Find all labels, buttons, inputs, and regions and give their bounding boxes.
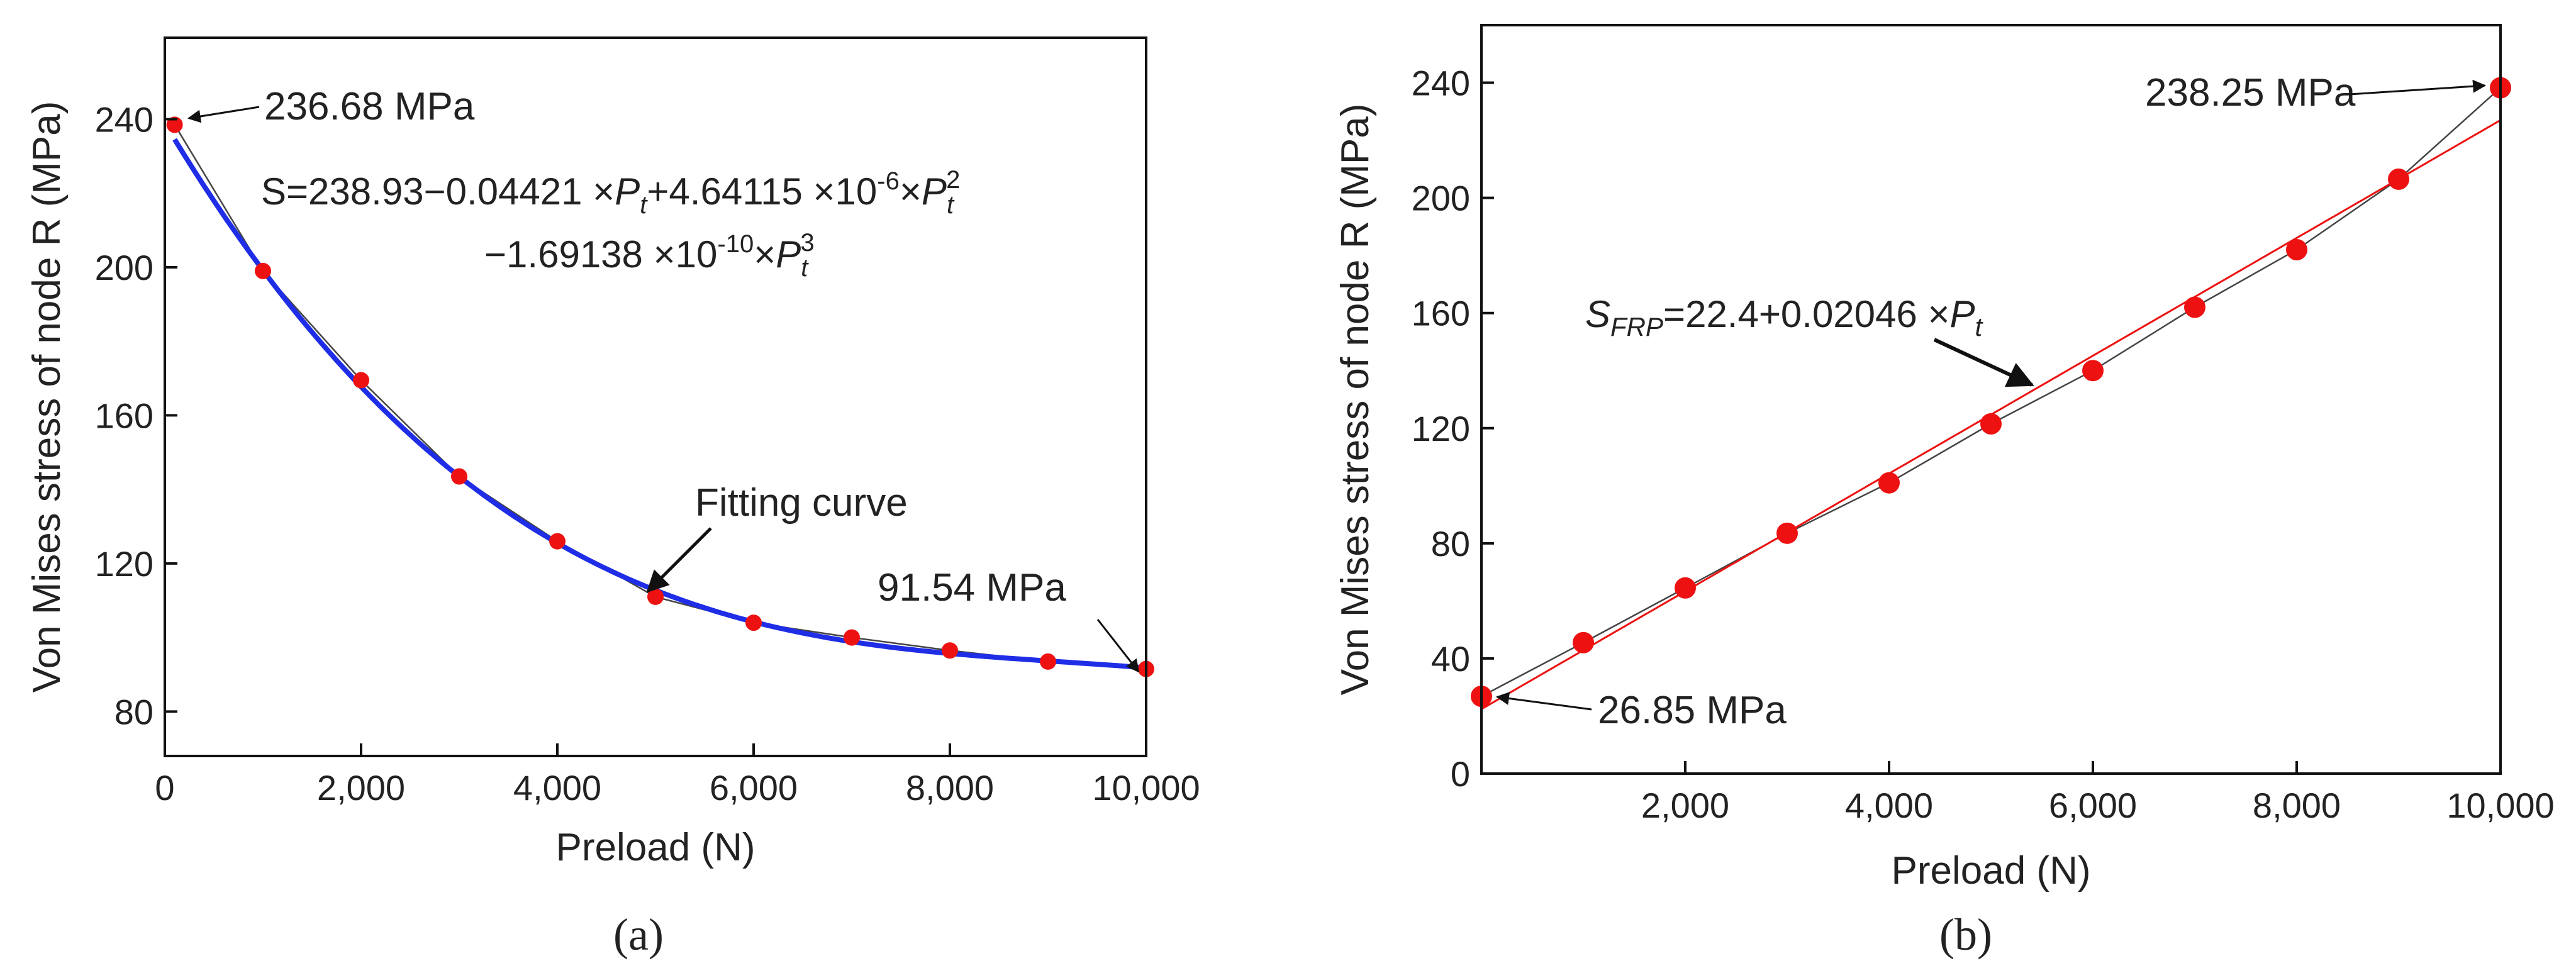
y-tick-label: 240 bbox=[95, 100, 153, 140]
panel-b-plot-frame bbox=[1480, 24, 2502, 775]
x-tick-label: 2,000 bbox=[317, 768, 405, 808]
eq-a-part: +4.64115 ×10 bbox=[647, 170, 877, 213]
eq-a-sub: t bbox=[801, 254, 809, 282]
eq-b-var: P bbox=[1950, 293, 1975, 335]
panel-a-fit-label: Fitting curve bbox=[695, 481, 908, 525]
panel-a-equation-line1: S=238.93−0.04421 ×Pt+4.64115 ×10-6×Pt2 bbox=[261, 166, 960, 219]
eq-a-sup: 3 bbox=[800, 229, 814, 257]
eq-b-sub: t bbox=[1975, 312, 1984, 342]
data-point bbox=[2388, 168, 2409, 190]
panel-b-max-label: 238.25 MPa bbox=[2145, 71, 2356, 114]
simulation-connect-line bbox=[1481, 87, 2501, 697]
data-point bbox=[353, 372, 369, 389]
eq-a-part: × bbox=[900, 170, 922, 213]
eq-b-sub: FRP bbox=[1610, 312, 1663, 342]
x-tick-label: 6,000 bbox=[2049, 786, 2137, 825]
data-point bbox=[745, 614, 762, 631]
data-point bbox=[255, 262, 271, 279]
data-point bbox=[166, 116, 183, 133]
eq-a-part: −1.69138 ×10 bbox=[484, 233, 717, 275]
y-tick-label: 40 bbox=[1431, 639, 1470, 679]
y-tick-label: 80 bbox=[114, 692, 153, 731]
data-point bbox=[2286, 239, 2307, 260]
panel-b-equation-arrow bbox=[1933, 338, 2034, 387]
x-tick-label: 6,000 bbox=[710, 768, 798, 808]
eq-a-var: P bbox=[776, 233, 801, 275]
panel-a-x-axis-label: Preload (N) bbox=[556, 826, 756, 869]
panel-b-min-arrow bbox=[1495, 692, 1592, 711]
eq-a-var: P bbox=[922, 170, 947, 213]
y-tick-label: 200 bbox=[1412, 179, 1470, 218]
panel-a-y-axis-label: Von Mises stress of node R (MPa) bbox=[25, 101, 69, 693]
eq-a-var: P bbox=[615, 170, 640, 213]
panel-a-plot-frame bbox=[164, 36, 1147, 757]
y-tick-label: 0 bbox=[1451, 754, 1470, 794]
data-point bbox=[1878, 472, 1900, 494]
eq-a-part: S=238.93 bbox=[261, 170, 424, 213]
panel-a-caption: (a) bbox=[613, 909, 664, 960]
y-tick-label: 80 bbox=[1431, 524, 1470, 564]
data-point bbox=[1776, 522, 1798, 544]
data-point bbox=[1980, 413, 2002, 435]
eq-a-part: × bbox=[754, 233, 776, 275]
eq-a-part: −0.04421 × bbox=[424, 170, 615, 213]
y-tick-label: 120 bbox=[95, 544, 153, 584]
eq-a-sub: t bbox=[640, 191, 648, 219]
panel-b-y-axis-label: Von Mises stress of node R (MPa) bbox=[1334, 104, 1377, 696]
x-tick-label: 10,000 bbox=[1092, 768, 1200, 808]
y-tick-label: 160 bbox=[1412, 294, 1470, 333]
panel-b-caption: (b) bbox=[1939, 909, 1992, 960]
panel-b: 2,000 4,000 6,000 8,000 10,000 0 40 80 120 160 20… bbox=[1334, 24, 2555, 960]
x-tick-label: 10,000 bbox=[2446, 786, 2554, 825]
x-tick-label: 2,000 bbox=[1641, 786, 1729, 825]
x-tick-label: 0 bbox=[155, 768, 174, 808]
data-point bbox=[451, 468, 467, 485]
panel-a-min-label: 91.54 MPa bbox=[878, 566, 1066, 609]
eq-b-var: S bbox=[1585, 293, 1610, 335]
data-point bbox=[1573, 631, 1594, 653]
data-point bbox=[844, 629, 860, 646]
x-tick-label: 4,000 bbox=[513, 768, 601, 808]
eq-a-sup: -10 bbox=[717, 230, 754, 258]
y-tick-label: 120 bbox=[1412, 409, 1470, 448]
eq-a-sup: -6 bbox=[877, 167, 900, 195]
panel-b-min-label: 26.85 MPa bbox=[1598, 689, 1787, 732]
panel-a-min-arrow bbox=[1096, 619, 1140, 673]
data-point bbox=[549, 533, 566, 550]
eq-b-part: =22.4 bbox=[1663, 293, 1759, 335]
y-tick-label: 160 bbox=[95, 396, 153, 435]
panel-b-equation: SFRP=22.4+0.02046 ×Pt bbox=[1585, 293, 1984, 342]
data-point bbox=[942, 642, 958, 659]
panel-b-x-axis-label: Preload (N) bbox=[1892, 849, 2091, 892]
panel-a-equation-line2: −1.69138 ×10-10×Pt3 bbox=[484, 229, 815, 282]
panel-a-fit-arrow bbox=[646, 527, 712, 593]
panel-a-max-label: 236.68 MPa bbox=[264, 85, 475, 128]
x-tick-label: 8,000 bbox=[906, 768, 994, 808]
panel-b-max-arrow bbox=[2349, 79, 2487, 96]
x-tick-label: 4,000 bbox=[1845, 786, 1933, 825]
data-point bbox=[1675, 577, 1696, 599]
y-tick-label: 200 bbox=[95, 248, 153, 287]
eq-a-sup: 2 bbox=[946, 166, 960, 194]
x-tick-label: 8,000 bbox=[2253, 786, 2341, 825]
eq-b-part: +0.02046 × bbox=[1759, 293, 1950, 335]
data-point bbox=[2184, 296, 2205, 318]
panel-a-max-arrow bbox=[187, 106, 260, 123]
y-tick-label: 240 bbox=[1412, 64, 1470, 103]
data-point bbox=[2082, 360, 2104, 382]
data-point bbox=[1040, 653, 1056, 670]
eq-a-sub: t bbox=[947, 191, 955, 219]
panel-a: 0 2,000 4,000 6,000 8,000 10,000 80 120 160 200 2… bbox=[25, 36, 1200, 960]
